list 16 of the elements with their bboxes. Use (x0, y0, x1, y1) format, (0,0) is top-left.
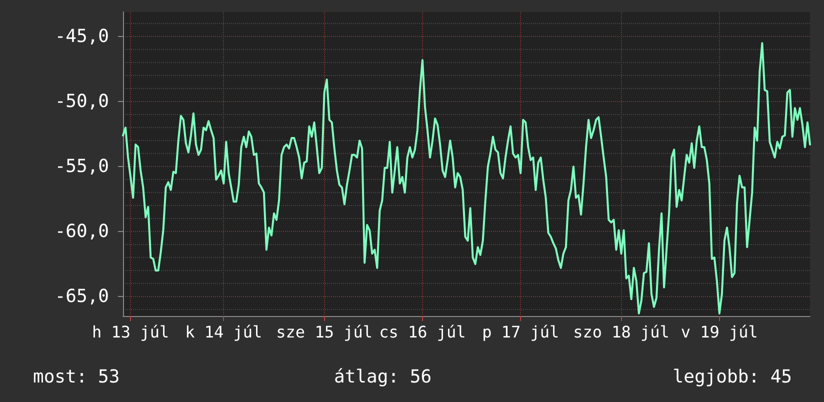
y-tick-label: -50,0 (54, 91, 109, 112)
y-tick-label: -60,0 (54, 221, 109, 242)
x-tick-label: k 14 júl (185, 322, 262, 342)
x-tick-label: h 13 júl (92, 322, 170, 342)
y-tick-label: -45,0 (54, 26, 109, 48)
text: most: 53 (33, 366, 120, 388)
y-tick-label: -65,0 (54, 286, 109, 308)
x-tick-label: sze 15 júl (276, 322, 372, 342)
y-tick-label: -55,0 (54, 156, 109, 178)
x-tick-label: v 19 júl (680, 322, 758, 342)
x-tick-label: p 17 júl (482, 322, 560, 342)
text: legjobb: 45 (672, 366, 792, 388)
text: átlag: 56 (334, 366, 432, 388)
x-tick-label: cs 16 júl (379, 322, 466, 342)
line-series (122, 42, 811, 314)
x-tick-label: szo 18 júl (573, 322, 670, 342)
